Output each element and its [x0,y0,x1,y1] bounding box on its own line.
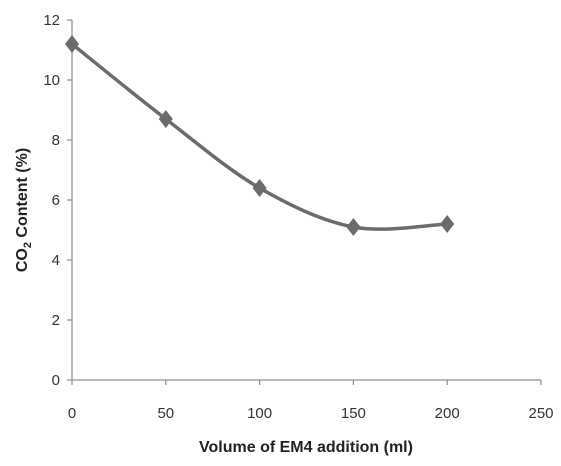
y-tick-label: 12 [43,12,60,29]
x-tick-label: 150 [341,405,366,422]
series-layer [64,35,455,236]
y-axis-title-subscript: 2 [22,242,34,248]
y-tick-label: 8 [52,132,60,149]
data-point-marker [440,215,455,233]
x-tick-label: 100 [247,405,272,422]
y-tick-label: 2 [52,312,60,329]
x-axis-title: Volume of EM4 addition (ml) [199,439,413,456]
y-tick-label: 10 [43,72,60,89]
x-tick-label: 0 [68,405,76,422]
x-tick-label: 250 [528,405,553,422]
series-line [70,42,449,231]
x-axis-ticks: 0 50 100 150 200 250 [68,380,554,422]
x-tick-label: 200 [435,405,460,422]
data-point-marker [346,218,361,236]
y-axis: 0 2 4 6 8 10 12 [43,12,73,389]
y-tick-label: 0 [52,372,60,389]
y-axis-ticks: 0 2 4 6 8 10 12 [43,12,72,389]
data-point-marker [158,110,173,128]
y-axis-title-before: CO [14,248,31,272]
y-axis-title-after: Content (%) [14,148,31,242]
data-point-marker [64,35,80,53]
y-tick-label: 6 [52,192,60,209]
data-point-marker [252,179,267,197]
y-axis-title: CO2 Content (%) [14,148,34,272]
x-tick-label: 50 [157,405,174,422]
y-tick-label: 4 [52,252,60,269]
x-axis: 0 50 100 150 200 250 [68,379,554,422]
